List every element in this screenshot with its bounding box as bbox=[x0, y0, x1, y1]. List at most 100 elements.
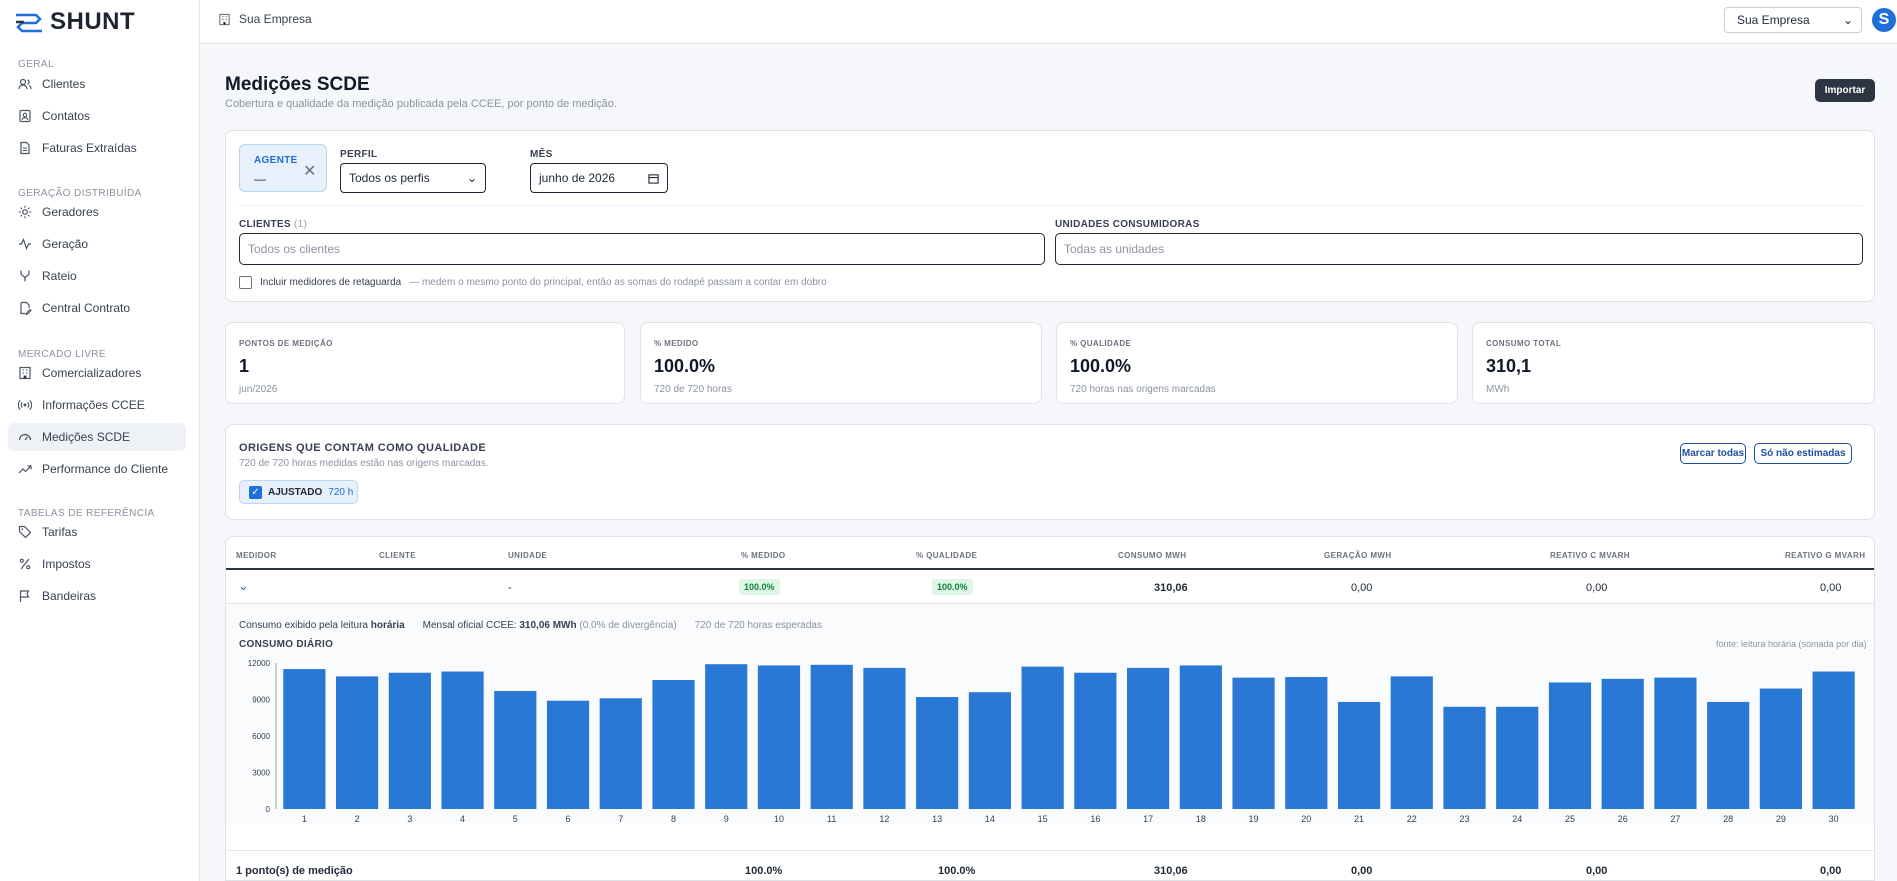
bar-day-11[interactable] bbox=[810, 664, 853, 809]
sidebar-item-informacoes-ccee[interactable]: Informações CCEE bbox=[8, 391, 186, 419]
avatar[interactable]: S bbox=[1872, 8, 1896, 32]
flag-icon bbox=[18, 589, 32, 603]
clientes-label: CLIENTES (1) bbox=[239, 219, 307, 230]
sidebar-item-bandeiras[interactable]: Bandeiras bbox=[8, 582, 186, 610]
company-select[interactable]: Sua Empresa ⌄ bbox=[1724, 7, 1862, 33]
x-tick-label: 8 bbox=[671, 814, 676, 824]
col-header-reativo-g[interactable]: REATIVO G MVARH bbox=[1785, 551, 1866, 560]
chevron-down-icon: ⌄ bbox=[466, 171, 477, 185]
bar-day-23[interactable] bbox=[1443, 706, 1486, 809]
x-tick-label: 30 bbox=[1829, 814, 1839, 824]
sidebar-item-geradores[interactable]: Geradores bbox=[8, 198, 186, 226]
sidebar-item-medicoes-scde[interactable]: Medições SCDE bbox=[8, 423, 186, 451]
sidebar-item-faturas-extraidas[interactable]: Faturas Extraídas bbox=[8, 134, 186, 162]
agent-filter-chip[interactable]: AGENTE — ✕ bbox=[239, 144, 327, 192]
bar-day-27[interactable] bbox=[1654, 677, 1697, 809]
sidebar-item-label: Impostos bbox=[42, 557, 91, 571]
contact-card-icon bbox=[18, 109, 32, 123]
col-header-qualidade[interactable]: % QUALIDADE bbox=[916, 551, 978, 560]
bar-day-28[interactable] bbox=[1707, 701, 1750, 809]
col-header-cliente[interactable]: CLIENTE bbox=[379, 551, 417, 560]
reading-info: Consumo exibido pela leitura horária bbox=[239, 620, 405, 631]
brand-logo[interactable]: SHUNT bbox=[14, 8, 135, 36]
bar-day-12[interactable] bbox=[863, 667, 906, 809]
bar-day-29[interactable] bbox=[1759, 688, 1802, 809]
stat-value: 100.0% bbox=[654, 356, 716, 376]
sidebar-item-central-contrato[interactable]: Central Contrato bbox=[8, 294, 186, 322]
bar-day-5[interactable] bbox=[494, 690, 537, 809]
x-tick-label: 21 bbox=[1354, 814, 1364, 824]
x-tick-label: 2 bbox=[355, 814, 360, 824]
retaguarda-checkbox[interactable] bbox=[239, 276, 252, 289]
bar-day-2[interactable] bbox=[336, 676, 379, 809]
bar-day-3[interactable] bbox=[388, 672, 431, 809]
official-prefix: Mensal oficial CCEE: bbox=[422, 620, 517, 631]
bar-day-21[interactable] bbox=[1337, 701, 1381, 809]
sidebar-item-comercializadores[interactable]: Comercializadores bbox=[8, 359, 186, 387]
bar-day-9[interactable] bbox=[705, 664, 748, 809]
col-header-medido[interactable]: % MEDIDO bbox=[741, 551, 786, 560]
col-header-unidade[interactable]: UNIDADE bbox=[508, 551, 548, 560]
tag-icon bbox=[18, 525, 32, 539]
bar-day-7[interactable] bbox=[599, 698, 642, 809]
row-reativo-c: 0,00 bbox=[1586, 582, 1608, 594]
perfil-select[interactable]: Todos os perfis ⌄ bbox=[340, 163, 486, 193]
bar-day-25[interactable] bbox=[1548, 682, 1592, 809]
sidebar-item-rateio[interactable]: Rateio bbox=[8, 262, 186, 290]
col-header-medidor[interactable]: MEDIDOR bbox=[236, 551, 277, 560]
sidebar-item-geracao[interactable]: Geração bbox=[8, 230, 186, 258]
row-qualidade-badge: 100.0% bbox=[932, 579, 973, 595]
col-header-geracao[interactable]: GERAÇÃO MWH bbox=[1324, 551, 1392, 560]
sidebar-item-impostos[interactable]: Impostos bbox=[8, 550, 186, 578]
sidebar-item-tarifas[interactable]: Tarifas bbox=[8, 518, 186, 546]
bar-day-20[interactable] bbox=[1285, 676, 1328, 809]
users-icon bbox=[18, 77, 32, 91]
check-icon[interactable]: ✓ bbox=[249, 485, 262, 499]
expand-chevron-icon[interactable]: ⌄ bbox=[238, 578, 249, 593]
filters-divider bbox=[239, 205, 1863, 206]
bar-day-19[interactable] bbox=[1232, 677, 1275, 809]
nav-section-title: MERCADO LIVRE bbox=[18, 349, 106, 360]
bar-day-24[interactable] bbox=[1496, 706, 1539, 809]
unidades-input[interactable]: Todas as unidades bbox=[1055, 233, 1863, 265]
import-button[interactable]: Importar bbox=[1815, 79, 1875, 102]
calendar-icon[interactable] bbox=[648, 173, 659, 184]
clientes-input[interactable]: Todos os clientes bbox=[239, 233, 1045, 265]
bar-day-8[interactable] bbox=[652, 680, 695, 809]
row-consumo: 310,06 bbox=[1154, 582, 1188, 594]
bar-day-30[interactable] bbox=[1812, 671, 1855, 809]
sidebar-item-clientes[interactable]: Clientes bbox=[8, 70, 186, 98]
bar-day-18[interactable] bbox=[1179, 665, 1222, 809]
origin-chip-ajustado[interactable]: ✓ AJUSTADO 720 h bbox=[239, 480, 358, 504]
col-header-reativo-c[interactable]: REATIVO C MVARH bbox=[1550, 551, 1630, 560]
bar-day-13[interactable] bbox=[916, 697, 959, 809]
agent-value: — bbox=[254, 172, 266, 186]
reading-prefix: Consumo exibido pela leitura bbox=[239, 620, 368, 631]
close-icon[interactable]: ✕ bbox=[303, 163, 317, 180]
stat-label: % MEDIDO bbox=[654, 339, 699, 348]
official-value: 310,06 MWh bbox=[519, 620, 577, 631]
month-picker-value: junho de 2026 bbox=[539, 171, 616, 185]
x-tick-label: 10 bbox=[774, 814, 784, 824]
bar-day-22[interactable] bbox=[1390, 676, 1433, 809]
stat-card-medido: % MEDIDO 100.0% 720 de 720 horas bbox=[640, 322, 1042, 404]
row-unidade: - bbox=[508, 582, 512, 594]
bar-day-15[interactable] bbox=[1021, 666, 1064, 809]
bar-day-10[interactable] bbox=[757, 665, 801, 809]
only-non-estimated-button[interactable]: Só não estimadas bbox=[1754, 443, 1852, 464]
bar-day-26[interactable] bbox=[1601, 678, 1644, 809]
bar-day-17[interactable] bbox=[1127, 667, 1170, 809]
sidebar-item-contatos[interactable]: Contatos bbox=[8, 102, 186, 130]
bar-day-4[interactable] bbox=[441, 671, 484, 809]
company-name: Sua Empresa bbox=[239, 12, 312, 26]
bar-day-1[interactable] bbox=[283, 669, 326, 809]
official-info: Mensal oficial CCEE: 310,06 MWh (0.0% de… bbox=[423, 620, 677, 631]
sidebar-item-performance-do-cliente[interactable]: Performance do Cliente bbox=[8, 455, 186, 483]
bar-day-14[interactable] bbox=[968, 692, 1011, 809]
mark-all-button[interactable]: Marcar todas bbox=[1680, 443, 1746, 464]
month-picker[interactable]: junho de 2026 bbox=[530, 163, 668, 193]
col-header-consumo[interactable]: CONSUMO MWH bbox=[1118, 551, 1187, 560]
x-tick-label: 15 bbox=[1038, 814, 1048, 824]
bar-day-16[interactable] bbox=[1074, 672, 1117, 809]
bar-day-6[interactable] bbox=[546, 700, 590, 809]
